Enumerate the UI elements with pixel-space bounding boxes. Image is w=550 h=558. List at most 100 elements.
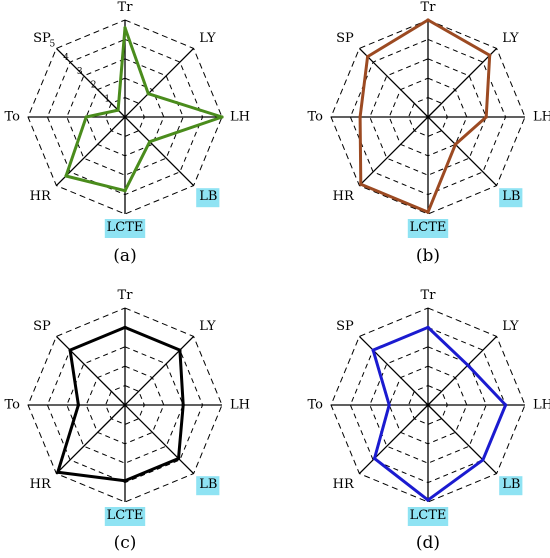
tick-label-4: 4 [63,53,69,63]
data-point-to [387,403,391,407]
axis-label-tr: Tr [118,0,134,15]
axis-label-lb: LB [502,189,520,204]
axis-label-to: To [5,110,21,125]
axis-label-ly: LY [199,319,216,334]
axis-label-ly: LY [502,319,519,334]
grid-ring-1 [105,97,145,137]
grid-ring-3 [369,58,487,176]
data-point-sp [116,108,120,112]
axis-spoke-lb [124,404,195,475]
panel-label: (b) [416,246,440,266]
axis-spoke-ly [427,335,498,406]
axis-label-to: To [308,110,324,125]
axis-label-ly: LY [199,31,216,46]
data-point-tr [123,26,127,30]
axis-label-hr: HR [333,477,355,492]
axis-spoke-hr [358,404,429,475]
axis-spoke-ly [124,335,195,406]
data-point-ly [488,53,492,57]
axis-label-lcte: LCTE [107,220,144,235]
tick-label-3: 3 [77,67,83,77]
data-point-lb [176,456,181,461]
data-point-sp [366,55,370,59]
data-point-ly [466,363,470,367]
axis-spoke-sp [358,47,429,118]
data-point-lb [453,142,457,146]
axis-label-lb: LB [502,477,520,492]
panel-label: (a) [113,246,136,266]
grid-ring-5 [27,19,223,215]
tick-label-1: 1 [104,94,110,104]
data-point-lb [481,458,485,462]
radar-panel-3: Tr LY LH LB LCTE HR To SP (c) [5,288,250,553]
grid-ring-3 [66,58,184,176]
series-polygon [371,325,508,502]
axis-label-lcte: LCTE [410,220,447,235]
axis-label-lh: LH [533,398,550,413]
data-point-ly [178,348,182,352]
axis-label-lh: LH [230,398,250,413]
radar-panel-2: Tr LY LH LB LCTE HR To SP (b) [308,0,550,266]
axis-spoke-lb [427,116,498,187]
axis-label-to: To [5,398,21,413]
axis-highlight-lcte [104,507,146,526]
axis-spoke-sp [55,335,126,406]
panel-label: (c) [114,533,137,553]
axis-spoke-hr [55,404,126,475]
data-point-tr [123,325,127,329]
axis-label-sp: SP [336,319,354,334]
radar-panel-4: Tr LY LH LB LCTE HR To SP (d) [308,288,550,553]
grid-ring-5 [330,19,526,215]
axis-highlight-lb [196,476,220,496]
tick-label-5: 5 [50,39,56,49]
axis-highlight-lcte [407,219,449,238]
axis-label-hr: HR [30,189,52,204]
grid-ring-1 [408,385,448,425]
axis-spoke-ly [427,47,498,118]
axis-highlight-lb [499,188,523,208]
data-point-to [84,115,88,119]
axis-label-sp: SP [336,31,354,46]
data-point-lh [504,403,508,407]
axis-spoke-ly [124,47,195,118]
data-point-tr [426,325,430,329]
data-point-sp [371,348,375,352]
data-point-lh [484,115,488,119]
axis-label-tr: Tr [421,0,437,15]
grid-ring-1 [105,385,145,425]
axis-spoke-hr [358,116,429,187]
grid-ring-1 [408,97,448,137]
axis-label-hr: HR [333,189,355,204]
data-point-hr [359,182,363,186]
axis-highlight-lb [196,188,220,208]
data-point-lb [148,140,152,144]
series-polygon [56,325,185,483]
data-point-to [358,115,362,119]
axis-spoke-lb [124,116,195,187]
axis-label-lcte: LCTE [107,508,144,523]
axis-label-lh: LH [230,110,250,125]
data-point-hr [64,174,68,178]
axis-label-to: To [308,398,324,413]
axis-label-tr: Tr [118,288,134,303]
data-point-lh [181,403,185,407]
data-point-to [76,403,80,407]
axis-spoke-sp [358,335,429,406]
axis-label-tr: Tr [421,288,437,303]
axis-label-ly: LY [502,31,519,46]
axis-label-lh: LH [533,110,550,125]
axis-highlight-lcte [104,219,146,238]
data-point-lcte [426,210,430,214]
data-point-lcte [123,479,127,483]
axis-label-sp: SP [33,31,51,46]
data-point-lh [220,115,224,119]
panel-label: (d) [416,533,440,553]
series-polygon [64,26,224,193]
data-point-sp [68,348,72,352]
grid-ring-5 [330,307,526,503]
axis-highlight-lcte [407,507,449,526]
axis-label-hr: HR [30,477,52,492]
grid-ring-5 [27,307,223,503]
data-point-lcte [426,498,430,502]
